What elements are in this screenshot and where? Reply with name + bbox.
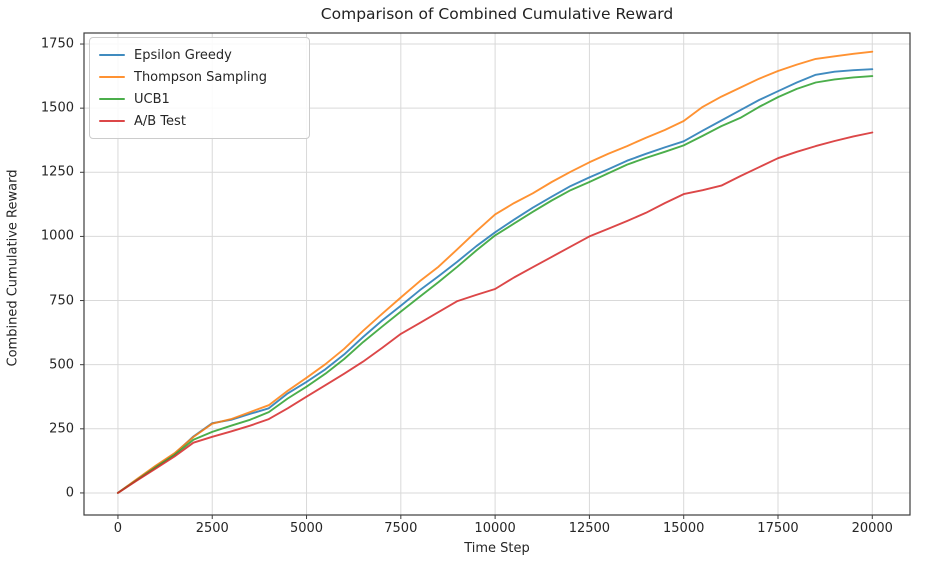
legend-label: Epsilon Greedy xyxy=(134,47,232,63)
legend: Epsilon Greedy Thompson Sampling UCB1 A/… xyxy=(89,37,310,139)
x-tick-label: 15000 xyxy=(663,521,705,536)
y-axis-label: Combined Cumulative Reward xyxy=(5,169,21,367)
legend-line-swatch-green xyxy=(99,97,125,101)
legend-label: Thompson Sampling xyxy=(134,69,267,85)
y-tick-label: 1750 xyxy=(40,36,74,52)
x-tick-label: 0 xyxy=(113,521,123,536)
x-tick-label: 17500 xyxy=(757,521,799,536)
x-tick-label: 10000 xyxy=(474,521,516,536)
legend-label: UCB1 xyxy=(134,91,170,107)
legend-item-thompson-sampling: Thompson Sampling xyxy=(99,66,299,88)
y-tick-label: 1250 xyxy=(40,164,74,180)
legend-line-swatch-blue xyxy=(99,53,125,57)
legend-line-swatch-orange xyxy=(99,75,125,79)
x-tick-label: 2500 xyxy=(195,521,229,536)
y-tick-label: 250 xyxy=(49,421,74,437)
legend-item-ab-test: A/B Test xyxy=(99,110,299,132)
x-tick-label: 7500 xyxy=(384,521,418,536)
legend-line-swatch-red xyxy=(99,119,125,123)
x-tick-label: 12500 xyxy=(568,521,611,536)
x-tick-label: 5000 xyxy=(289,521,324,536)
legend-item-epsilon-greedy: Epsilon Greedy xyxy=(99,44,299,66)
legend-item-ucb1: UCB1 xyxy=(99,88,299,110)
series-line-ucb1 xyxy=(116,75,874,494)
y-tick-label: 1000 xyxy=(40,228,74,244)
y-tick-label: 750 xyxy=(49,293,74,309)
y-tick-label: 1500 xyxy=(40,100,74,116)
x-axis-label: Time Step xyxy=(464,541,530,556)
axes-frame xyxy=(83,32,911,516)
x-tick-label: 20000 xyxy=(851,521,893,536)
chart-title: Comparison of Combined Cumulative Reward xyxy=(320,5,674,23)
y-tick-label: 500 xyxy=(49,357,74,373)
legend-label: A/B Test xyxy=(134,113,186,129)
y-tick-label: 0 xyxy=(65,485,74,501)
series-line-epsilon-greedy xyxy=(116,68,874,494)
series-line-a-b-test xyxy=(116,131,874,494)
series-line-thompson-sampling xyxy=(116,50,874,494)
